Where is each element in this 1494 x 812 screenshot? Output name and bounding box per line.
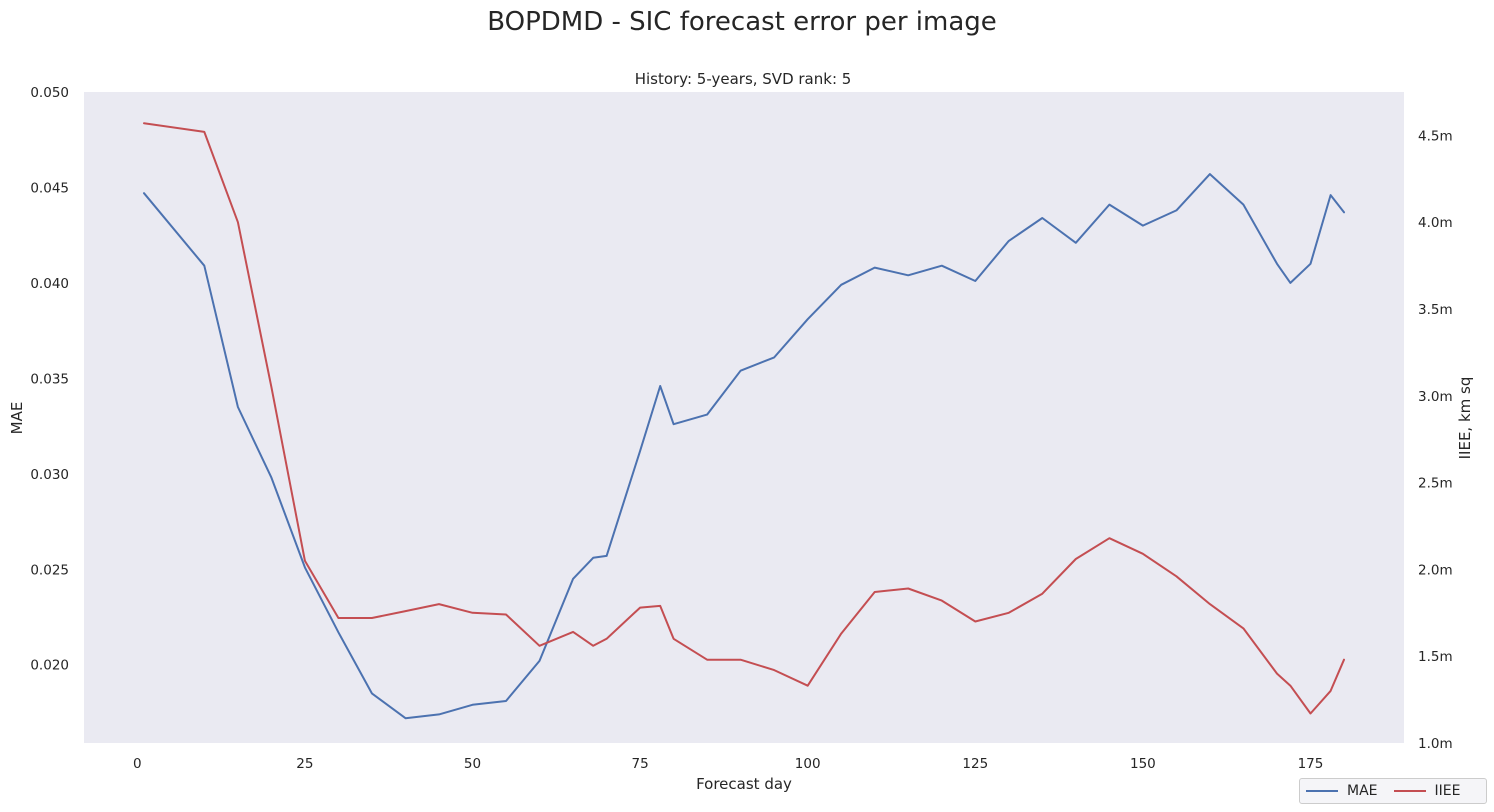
y-right-tick-label: 1.5m <box>1418 649 1453 665</box>
x-tick-label: 50 <box>464 756 481 772</box>
series-lines <box>143 122 1345 720</box>
chart-subtitle: History: 5-years, SVD rank: 5 <box>635 70 852 88</box>
y-right-tick-label: 3.5m <box>1418 302 1453 318</box>
legend-item-mae: MAE <box>1306 783 1378 799</box>
legend-label-mae: MAE <box>1347 783 1378 799</box>
y-left-tick-label: 0.020 <box>30 658 69 674</box>
y-axis-right-ticks: 1.0m 1.5m 2.0m 2.5m 3.0m 3.5m 4.0m 4.5m <box>1418 128 1453 752</box>
y-right-tick-label: 3.0m <box>1418 389 1453 405</box>
y-right-tick-label: 4.0m <box>1418 215 1453 231</box>
y-left-tick-label: 0.025 <box>30 562 69 578</box>
y-left-tick-label: 0.050 <box>30 85 69 101</box>
y-right-tick-label: 4.5m <box>1418 128 1453 144</box>
y-axis-left-ticks: 0.020 0.025 0.030 0.035 0.040 0.045 0.050 <box>30 85 69 674</box>
legend: MAE IIEE <box>1299 778 1487 804</box>
legend-swatch-mae <box>1306 790 1338 792</box>
x-tick-label: 100 <box>795 756 821 772</box>
x-tick-label: 175 <box>1298 756 1324 772</box>
legend-label-iiee: IIEE <box>1434 783 1461 799</box>
y-right-tick-label: 1.0m <box>1418 736 1453 752</box>
x-axis-label: Forecast day <box>696 775 792 793</box>
x-axis-ticks: 0 25 50 75 100 125 150 175 <box>133 756 1323 772</box>
plot-area <box>84 92 1404 743</box>
y-left-tick-label: 0.045 <box>30 180 69 196</box>
y-left-tick-label: 0.030 <box>30 467 69 483</box>
series-line-mae <box>143 173 1345 720</box>
legend-item-iiee: IIEE <box>1393 783 1461 799</box>
y-right-tick-label: 2.5m <box>1418 476 1453 492</box>
legend-swatch-iiee <box>1393 790 1426 792</box>
x-tick-label: 0 <box>133 756 142 772</box>
y-left-tick-label: 0.040 <box>30 276 69 292</box>
x-tick-label: 75 <box>631 756 648 772</box>
y-axis-right-label: IIEE, km sq <box>1456 377 1474 460</box>
x-tick-label: 150 <box>1130 756 1156 772</box>
y-left-tick-label: 0.035 <box>30 371 69 387</box>
y-right-tick-label: 2.0m <box>1418 562 1453 578</box>
chart-title: BOPDMD - SIC forecast error per image <box>487 7 997 37</box>
x-tick-label: 25 <box>296 756 313 772</box>
x-tick-label: 125 <box>962 756 988 772</box>
y-axis-left-label: MAE <box>8 402 26 435</box>
series-line-iiee <box>143 122 1345 715</box>
